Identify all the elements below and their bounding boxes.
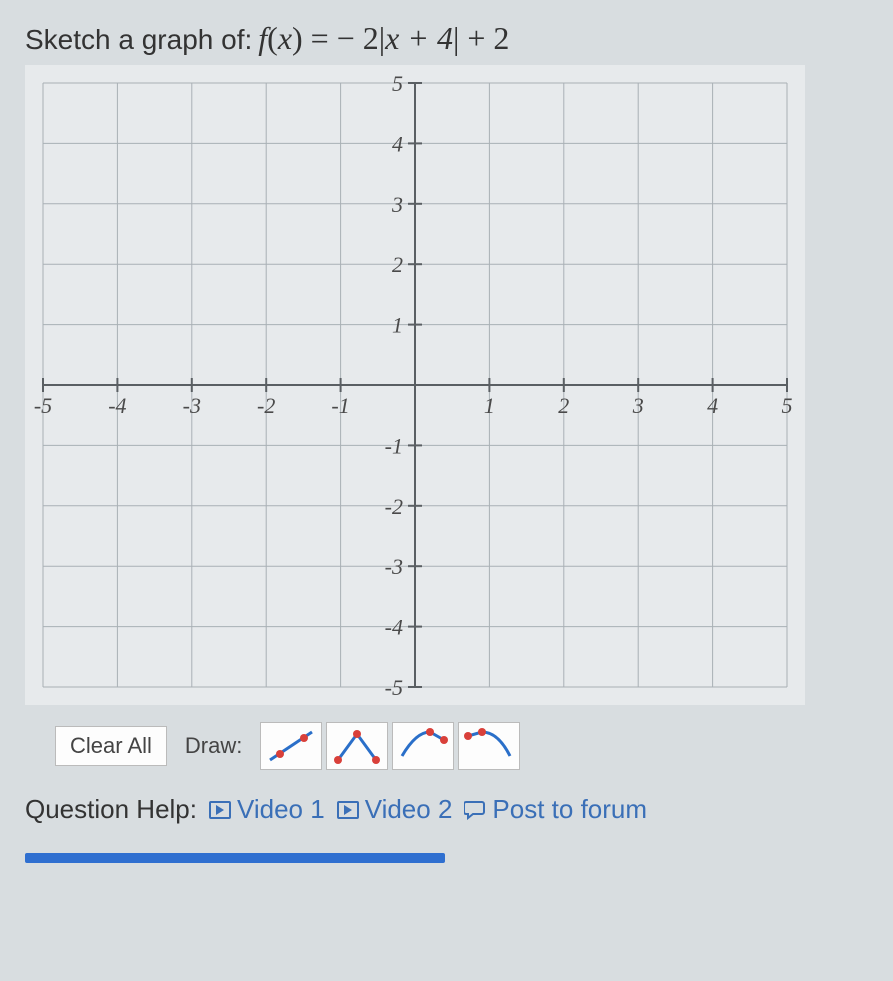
video-2-link[interactable]: Video 2 bbox=[337, 794, 453, 825]
svg-text:5: 5 bbox=[782, 393, 793, 418]
video-1-link[interactable]: Video 1 bbox=[209, 794, 325, 825]
svg-text:2: 2 bbox=[392, 252, 403, 277]
svg-text:1: 1 bbox=[392, 313, 403, 338]
draw-tools bbox=[260, 722, 520, 770]
question-help: Question Help: Video 1 Video 2 Post to f… bbox=[25, 794, 868, 825]
svg-text:-3: -3 bbox=[183, 393, 201, 418]
svg-text:1: 1 bbox=[484, 393, 495, 418]
ray-right-tool[interactable] bbox=[458, 722, 520, 770]
svg-text:5: 5 bbox=[392, 71, 403, 96]
svg-text:-4: -4 bbox=[385, 615, 403, 640]
video-play-icon bbox=[209, 801, 231, 819]
svg-text:4: 4 bbox=[707, 393, 718, 418]
svg-text:-1: -1 bbox=[331, 393, 349, 418]
submit-bar[interactable] bbox=[25, 853, 445, 863]
prompt-lead: Sketch a graph of: bbox=[25, 24, 252, 56]
svg-text:3: 3 bbox=[391, 192, 403, 217]
clear-all-button[interactable]: Clear All bbox=[55, 726, 167, 766]
svg-text:-5: -5 bbox=[34, 393, 52, 418]
svg-text:2: 2 bbox=[558, 393, 569, 418]
svg-text:4: 4 bbox=[392, 131, 403, 156]
svg-text:3: 3 bbox=[632, 393, 644, 418]
svg-text:-4: -4 bbox=[108, 393, 126, 418]
video-play-icon bbox=[337, 801, 359, 819]
ray-left-tool[interactable] bbox=[392, 722, 454, 770]
chat-bubble-icon bbox=[464, 800, 486, 820]
svg-text:-1: -1 bbox=[385, 433, 403, 458]
draw-toolbar: Clear All Draw: bbox=[55, 722, 868, 770]
vshape-tool[interactable] bbox=[326, 722, 388, 770]
svg-text:-5: -5 bbox=[385, 675, 403, 700]
post-to-forum-link[interactable]: Post to forum bbox=[464, 794, 647, 825]
line-tool[interactable] bbox=[260, 722, 322, 770]
prompt-formula: f(x) = − 2|x + 4| + 2 bbox=[258, 20, 509, 57]
svg-text:-3: -3 bbox=[385, 554, 403, 579]
draw-label: Draw: bbox=[175, 727, 252, 765]
coordinate-grid[interactable]: -5 -4 -3 -2 -1 1 2 3 4 5 5 4 3 2 1 -1 -2 -3 -4 -5 bbox=[25, 65, 805, 705]
svg-text:-2: -2 bbox=[385, 494, 403, 519]
help-label: Question Help: bbox=[25, 794, 197, 825]
svg-text:-2: -2 bbox=[257, 393, 275, 418]
graph-canvas[interactable]: -5 -4 -3 -2 -1 1 2 3 4 5 5 4 3 2 1 -1 -2 -3 -4 -5 bbox=[25, 65, 868, 710]
question-prompt: Sketch a graph of: f(x) = − 2|x + 4| + 2 bbox=[25, 20, 868, 57]
